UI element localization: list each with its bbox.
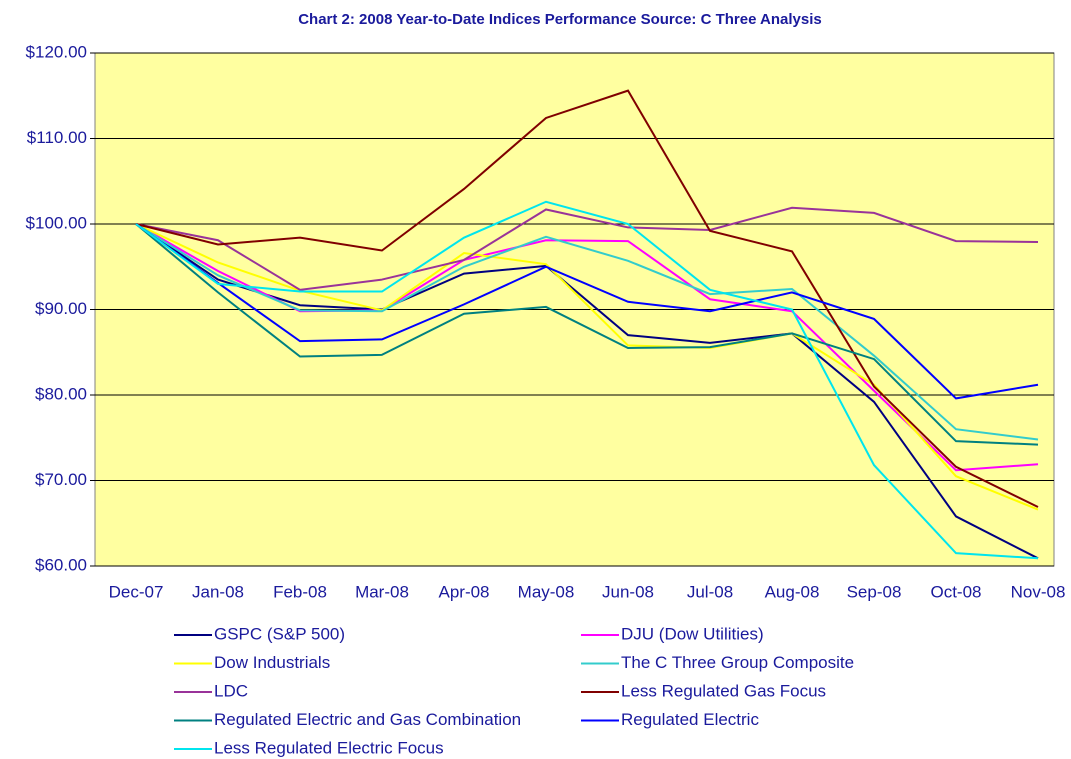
y-tick-label: $60.00 [35,555,87,574]
y-tick-label: $90.00 [35,299,87,318]
legend-label: Regulated Electric and Gas Combination [214,710,521,729]
series-line [135,200,1039,560]
x-tick-label: Mar-08 [355,582,409,601]
series-line [135,206,1039,291]
series-line [135,223,1039,400]
x-tick-label: Nov-08 [1011,582,1066,601]
series-line [135,223,1039,560]
x-tick-label: Feb-08 [273,582,327,601]
x-tick-label: Aug-08 [765,582,820,601]
x-tick-label: Jul-08 [687,582,733,601]
chart-title: Chart 2: 2008 Year-to-Date Indices Perfo… [298,11,822,28]
legend-label: GSPC (S&P 500) [214,624,345,643]
x-tick-label: Apr-08 [438,582,489,601]
legend-label: Regulated Electric [621,710,759,729]
x-tick-label: May-08 [518,582,575,601]
legend-label: Dow Industrials [214,653,330,672]
x-tick-label: Jun-08 [602,582,654,601]
x-tick-label: Oct-08 [930,582,981,601]
y-tick-label: $70.00 [35,470,87,489]
y-tick-label: $100.00 [26,213,87,232]
x-tick-label: Dec-07 [109,582,164,601]
legend-label: Less Regulated Electric Focus [214,738,444,757]
series-line [135,89,1039,508]
y-tick-label: $110.00 [27,128,87,147]
legend-label: DJU (Dow Utilities) [621,624,764,643]
y-tick-label: $120.00 [26,42,87,61]
series-line [135,223,1039,446]
legend-label: The C Three Group Composite [621,653,854,672]
legend-label: LDC [214,681,248,700]
series-line [135,223,1039,441]
x-tick-label: Jan-08 [192,582,244,601]
y-tick-label: $80.00 [35,384,87,403]
x-tick-label: Sep-08 [847,582,902,601]
legend-label: Less Regulated Gas Focus [621,681,826,700]
